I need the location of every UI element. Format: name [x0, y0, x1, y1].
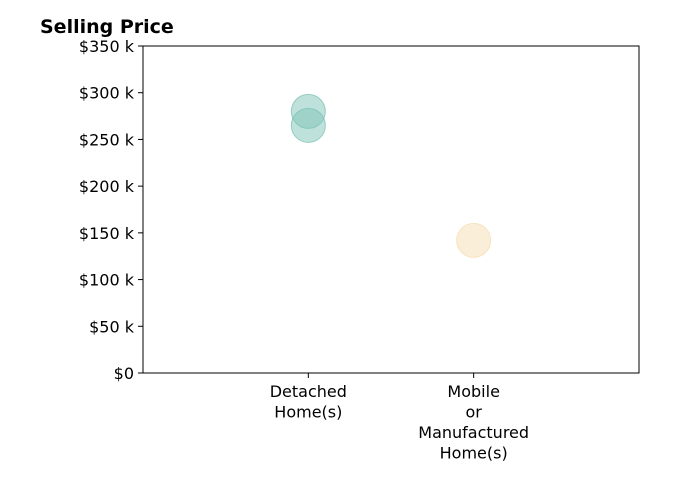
y-tick-label: $250 k — [79, 130, 135, 149]
y-tick-label: $150 k — [79, 224, 135, 243]
chart-title: Selling Price — [40, 16, 174, 38]
y-tick-label: $200 k — [79, 177, 135, 196]
plot-frame — [142, 45, 640, 374]
y-tick-label: $350 k — [79, 37, 135, 56]
y-axis: $0 $50 k $100 k $150 k $200 k $250 k $300 k $35… — [79, 37, 143, 383]
y-tick-label: $300 k — [79, 84, 135, 103]
y-tick-label: $0 — [114, 364, 134, 383]
data-points — [290, 93, 492, 258]
data-point — [456, 222, 492, 258]
x-tick-label: Detached Home(s) — [270, 382, 347, 422]
x-axis: Detached Home(s) Mobile or Manufactured Home(… — [270, 373, 529, 463]
y-tick-label: $50 k — [89, 317, 135, 336]
data-point — [290, 107, 326, 143]
x-tick-label: Mobile or Manufactured Home(s) — [418, 382, 529, 463]
y-tick-label: $100 k — [79, 271, 135, 290]
